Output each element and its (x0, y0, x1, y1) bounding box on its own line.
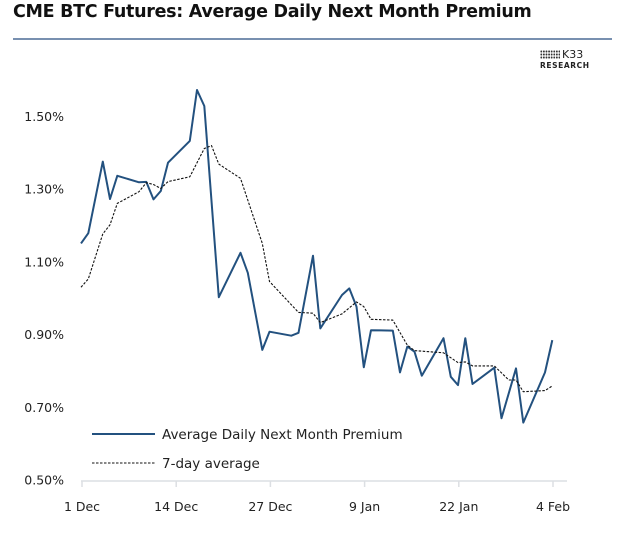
series-line-premium (80, 89, 554, 424)
logo-brand: K33 (562, 48, 584, 61)
series-line-7day-average (80, 145, 553, 393)
x-tick-label: 27 Dec (248, 499, 292, 514)
logo-dots-icon (540, 50, 560, 59)
x-tick-label: 4 Feb (536, 499, 570, 514)
title-divider (13, 38, 612, 40)
x-tick-label: 1 Dec (64, 499, 100, 514)
y-tick-label: 1.50% (24, 109, 64, 124)
legend-label-7day: 7-day average (162, 456, 260, 472)
x-tick-label: 22 Jan (439, 499, 478, 514)
chart-title: CME BTC Futures: Average Daily Next Mont… (13, 2, 532, 22)
k33-research-logo: K33 RESEARCH (540, 48, 600, 73)
legend: Average Daily Next Month Premium 7-day a… (92, 427, 403, 472)
x-tick-label: 9 Jan (349, 499, 380, 514)
y-tick-label: 1.10% (24, 254, 64, 269)
logo-sub: RESEARCH (540, 61, 590, 70)
legend-label-premium: Average Daily Next Month Premium (162, 427, 403, 443)
y-tick-label: 0.70% (24, 400, 64, 415)
y-tick-label: 1.30% (24, 182, 64, 197)
x-tick-label: 14 Dec (154, 499, 198, 514)
y-tick-label: 0.90% (24, 327, 64, 342)
y-tick-label: 0.50% (24, 473, 64, 488)
